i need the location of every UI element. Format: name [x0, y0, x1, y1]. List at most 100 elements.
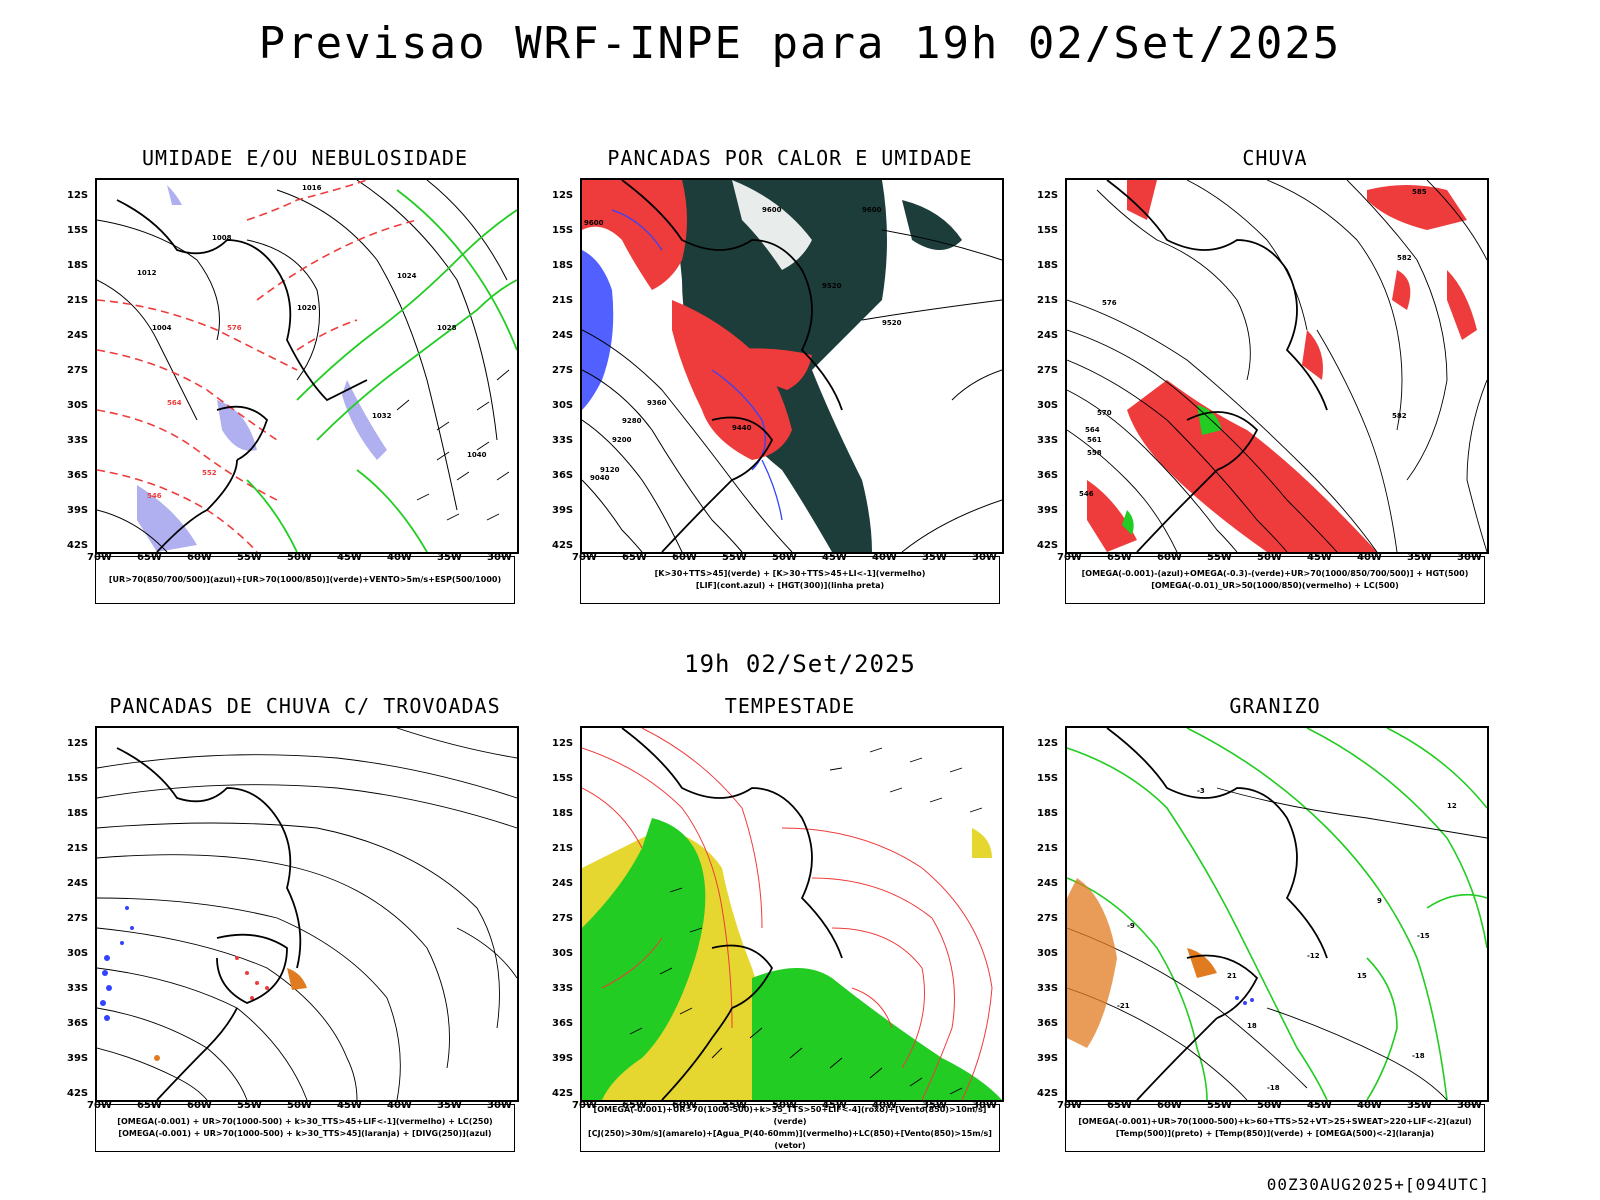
lat-label: 36S	[67, 470, 89, 481]
main-title: Previsao WRF-INPE para 19h 02/Set/2025	[258, 18, 1342, 69]
lon-label: 35W	[1407, 552, 1432, 563]
lat-label: 36S	[67, 1018, 89, 1029]
legend-line: [LIF](cont.azul) + [HGT(300)](linha pret…	[695, 581, 885, 590]
svg-text:564: 564	[1085, 426, 1100, 434]
lon-label: 55W	[722, 552, 747, 563]
panel-title: GRANIZO	[1229, 694, 1321, 718]
legend-line: [Temp(500)](preto) + [Temp(850)](verde) …	[1115, 1129, 1435, 1138]
lon-label: 50W	[1257, 552, 1282, 563]
lon-label: 55W	[237, 1100, 262, 1111]
lat-label: 36S	[1037, 470, 1059, 481]
panel-title: TEMPESTADE	[724, 694, 856, 718]
svg-text:9520: 9520	[822, 282, 842, 290]
svg-text:561: 561	[1087, 436, 1102, 444]
svg-text:-18: -18	[1267, 1084, 1280, 1092]
lat-label: 36S	[552, 470, 574, 481]
lat-label: 30S	[67, 948, 89, 959]
lon-label: 65W	[137, 1100, 162, 1111]
lat-label: 42S	[1037, 1088, 1059, 1099]
lon-label: 45W	[337, 552, 362, 563]
lon-label: 45W	[1307, 1100, 1332, 1111]
lon-label: 70W	[1057, 552, 1082, 563]
lon-label: 40W	[387, 1100, 412, 1111]
lat-label: 39S	[552, 1053, 574, 1064]
svg-text:1008: 1008	[212, 234, 232, 242]
lon-label: 40W	[1357, 1100, 1382, 1111]
legend-umidade: [UR>70(850/700/500)](azul)+[UR>70(1000/8…	[95, 556, 515, 604]
lat-label: 21S	[67, 295, 89, 306]
lat-label: 27S	[1037, 913, 1059, 924]
legend-line: [UR>70(850/700/500)](azul)+[UR>70(1000/8…	[108, 575, 502, 584]
svg-text:570: 570	[1097, 409, 1112, 417]
lat-label: 21S	[1037, 843, 1059, 854]
lat-label: 36S	[1037, 1018, 1059, 1029]
lat-label: 30S	[1037, 948, 1059, 959]
svg-text:1020: 1020	[297, 304, 317, 312]
panel-granizo: GRANIZO	[1025, 694, 1525, 1180]
lat-label: 21S	[552, 843, 574, 854]
svg-text:15: 15	[1357, 972, 1367, 980]
lat-label: 27S	[552, 365, 574, 376]
valid-time-label: 19h 02/Set/2025	[684, 650, 916, 678]
lat-label: 33S	[552, 435, 574, 446]
lon-label: 30W	[1457, 552, 1482, 563]
lat-label: 12S	[67, 738, 89, 749]
lon-label: 65W	[137, 552, 162, 563]
svg-text:9120: 9120	[600, 466, 620, 474]
svg-text:9520: 9520	[882, 319, 902, 327]
legend-chuva: [OMEGA(-0.001)-(azul)+OMEGA(-0.3)-(verde…	[1065, 556, 1485, 604]
svg-text:1024: 1024	[397, 272, 417, 280]
lon-label: 60W	[187, 552, 212, 563]
lon-label: 35W	[437, 552, 462, 563]
lat-label: 27S	[67, 913, 89, 924]
legend-line: [OMEGA(-0.01)_UR>50(1000/850)(vermelho) …	[1151, 581, 1399, 590]
panel-chuva: CHUVA	[1025, 146, 1525, 632]
map-umidade: 1008 1012 1016 1020 1024 1028 1032 1040 …	[95, 178, 519, 554]
legend-pancadas-trovoadas: [OMEGA(-0.001) + UR>70(1000-500) + k>30_…	[95, 1104, 515, 1152]
lon-label: 35W	[922, 1100, 947, 1111]
svg-text:12: 12	[1447, 802, 1457, 810]
svg-text:585: 585	[1412, 188, 1427, 196]
lon-label: 40W	[872, 552, 897, 563]
svg-text:9: 9	[1377, 897, 1382, 905]
panel-title: CHUVA	[1242, 146, 1308, 170]
lat-label: 42S	[1037, 540, 1059, 551]
svg-text:1004: 1004	[152, 324, 172, 332]
svg-text:576: 576	[1102, 299, 1117, 307]
lon-label: 50W	[287, 1100, 312, 1111]
panel-title: PANCADAS DE CHUVA C/ TROVOADAS	[109, 694, 501, 718]
lat-label: 39S	[1037, 505, 1059, 516]
lat-label: 24S	[1037, 330, 1059, 341]
lon-label: 40W	[1357, 552, 1382, 563]
legend-line: [OMEGA(-0.001)+UR>70(1000-500)+k>60+TTS>…	[1078, 1117, 1472, 1126]
lon-label: 50W	[287, 552, 312, 563]
svg-text:9200: 9200	[612, 436, 632, 444]
svg-text:9600: 9600	[584, 219, 604, 227]
svg-text:1028: 1028	[437, 324, 457, 332]
map-granizo: -3 -9 -12 -15 -18 -18 -21 9 12 15 18 21	[1065, 726, 1489, 1102]
map-tempestade	[580, 726, 1004, 1102]
lat-label: 27S	[552, 913, 574, 924]
lon-label: 60W	[187, 1100, 212, 1111]
lon-label: 45W	[1307, 552, 1332, 563]
lon-label: 55W	[1207, 552, 1232, 563]
lat-label: 12S	[552, 190, 574, 201]
svg-text:546: 546	[147, 492, 162, 500]
lat-label: 18S	[552, 260, 574, 271]
legend-line: [OMEGA(-0.001)-(azul)+OMEGA(-0.3)-(verde…	[1081, 569, 1469, 578]
svg-text:-3: -3	[1197, 787, 1205, 795]
legend-line: [CJ(250)>30m/s](amarelo)+[Agua_P(40-60mm…	[588, 1129, 992, 1150]
lat-label: 30S	[552, 400, 574, 411]
lat-label: 24S	[67, 878, 89, 889]
lat-label: 18S	[67, 808, 89, 819]
legend-granizo: [OMEGA(-0.001)+UR>70(1000-500)+k>60+TTS>…	[1065, 1104, 1485, 1152]
lat-label: 12S	[1037, 190, 1059, 201]
svg-text:9040: 9040	[590, 474, 610, 482]
lat-label: 39S	[67, 505, 89, 516]
lat-label: 21S	[1037, 295, 1059, 306]
panel-umidade: UMIDADE E/OU NEBULOSIDADE	[55, 146, 555, 632]
lon-label: 45W	[337, 1100, 362, 1111]
lat-label: 15S	[1037, 773, 1059, 784]
legend-pancadas-calor: [K>30+TTS>45](verde) + [K>30+TTS>45+LI<-…	[580, 556, 1000, 604]
lon-label: 70W	[87, 552, 112, 563]
